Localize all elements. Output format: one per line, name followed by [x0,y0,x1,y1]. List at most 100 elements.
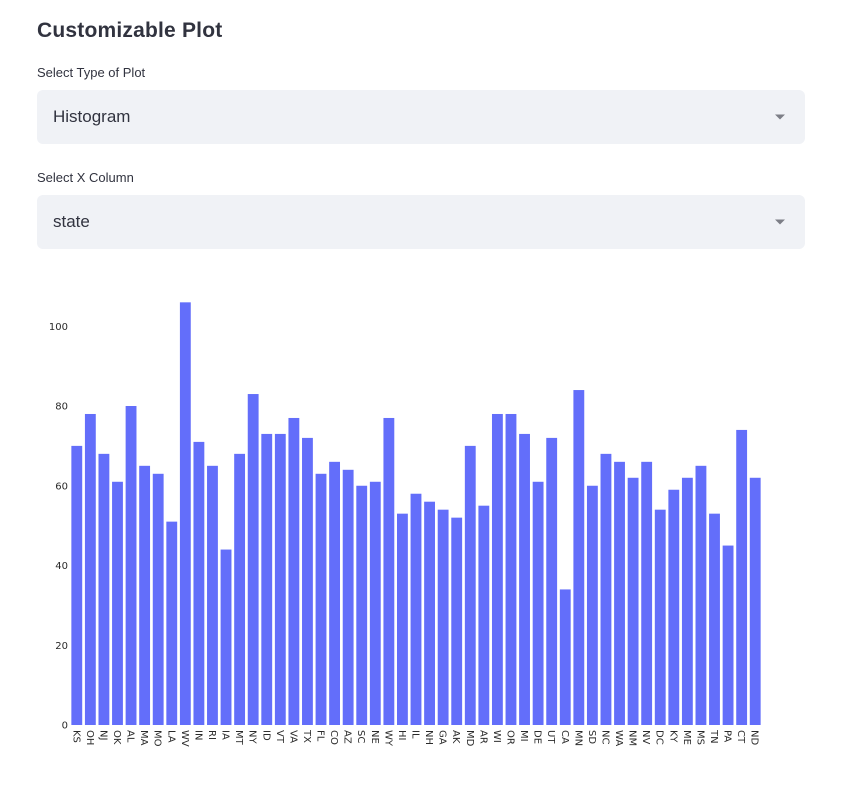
bar-fl[interactable] [315,473,327,725]
x-tick-label: LA [165,730,176,743]
chevron-down-icon [775,219,785,225]
x-column-selected-value: state [53,212,90,231]
bar-ky[interactable] [668,489,680,725]
bar-mi[interactable] [519,433,530,725]
x-tick-label: ND [749,730,760,745]
bar-ar[interactable] [478,505,490,725]
x-tick-label: DE [532,730,543,744]
bar-tx[interactable] [302,437,313,725]
bar-az[interactable] [342,469,354,725]
chevron-down-icon [775,114,785,120]
bar-ks[interactable] [71,445,83,725]
bar-ca[interactable] [559,589,571,725]
x-tick-label: HI [396,730,407,740]
bar-hi[interactable] [397,513,408,725]
bar-ak[interactable] [451,517,463,725]
y-tick-label: 100 [49,322,68,333]
x-tick-label: PA [722,730,733,742]
bar-nv[interactable] [641,461,653,725]
bar-mt[interactable] [234,453,246,725]
x-tick-label: WV [179,730,190,747]
bar-mo[interactable] [152,473,164,725]
bar-wa[interactable] [614,461,625,725]
bar-sc[interactable] [356,485,368,725]
x-tick-label: KS [70,730,81,743]
x-tick-label: GA [437,730,448,745]
x-tick-label: TN [708,729,719,744]
bar-md[interactable] [464,445,476,725]
y-tick-label: 60 [55,481,68,492]
x-tick-label: IN [192,730,203,740]
bar-ma[interactable] [139,465,151,725]
bar-nj[interactable] [98,453,110,725]
x-tick-label: MN [572,730,583,746]
bar-ia[interactable] [220,549,232,725]
bar-me[interactable] [681,477,693,725]
bar-wv[interactable] [179,302,191,725]
bar-tn[interactable] [709,513,720,725]
bar-va[interactable] [288,417,300,725]
x-tick-label: WA [613,730,624,746]
x-tick-label: NC [599,730,610,744]
x-tick-label: ID [260,730,271,741]
x-tick-label: SD [586,730,597,744]
bar-il[interactable] [410,493,422,725]
x-tick-label: CT [735,730,746,744]
bar-nc[interactable] [600,453,612,725]
x-tick-label: CO [328,730,339,745]
bar-pa[interactable] [722,545,734,725]
bar-ri[interactable] [207,465,218,725]
y-tick-label: 80 [55,402,68,413]
x-tick-label: OH [84,730,95,745]
bar-nd[interactable] [749,477,761,725]
x-column-select[interactable]: state [37,195,805,249]
bar-sd[interactable] [586,485,598,725]
x-tick-label: IA [220,730,231,740]
y-tick-label: 40 [55,561,68,572]
x-tick-label: NE [369,730,380,744]
x-tick-label: AR [477,730,488,744]
x-tick-label: FL [315,730,326,742]
bar-oh[interactable] [84,413,96,725]
bar-ok[interactable] [112,481,123,725]
bar-in[interactable] [193,441,205,725]
bar-nh[interactable] [424,501,435,725]
x-tick-label: MT [233,730,244,746]
x-tick-label: NJ [97,730,108,740]
bar-ga[interactable] [437,509,449,725]
bar-or[interactable] [505,413,517,725]
bar-ms[interactable] [695,465,707,725]
bar-id[interactable] [261,433,273,725]
x-tick-label: NY [247,730,258,744]
bar-ny[interactable] [247,394,259,725]
x-column-label: Select X Column [37,170,134,185]
bar-ne[interactable] [369,481,381,725]
x-tick-label: MI [518,730,529,742]
plot-type-label: Select Type of Plot [37,65,146,80]
x-tick-label: WY [382,730,393,747]
x-tick-label: OR [504,730,515,745]
bar-ut[interactable] [546,437,558,725]
bar-vt[interactable] [274,433,286,725]
bar-dc[interactable] [654,509,666,725]
x-tick-label: RI [206,730,217,740]
x-tick-label: SC [355,730,366,743]
bar-la[interactable] [166,521,178,725]
bar-co[interactable] [329,461,341,725]
x-tick-label: DC [654,730,665,745]
x-tick-label: MO [152,730,163,747]
x-tick-label: ME [681,730,692,745]
x-tick-label: IL [410,730,421,739]
bar-mn[interactable] [573,390,585,725]
bar-al[interactable] [125,406,137,725]
x-tick-label: AZ [342,730,353,744]
x-tick-label: WI [491,730,502,743]
bar-de[interactable] [532,481,544,725]
bar-ct[interactable] [736,429,748,725]
bar-wi[interactable] [491,413,503,725]
bar-chart: 0 20 40 60 80 100 KS OH NJ OK AL MA MO LA WV IN RI IA MT NY… [49,302,761,747]
bar-nm[interactable] [627,477,639,725]
y-tick-label: 20 [55,641,68,652]
plot-type-select[interactable]: Histogram [37,90,805,144]
bar-wy[interactable] [383,417,395,725]
